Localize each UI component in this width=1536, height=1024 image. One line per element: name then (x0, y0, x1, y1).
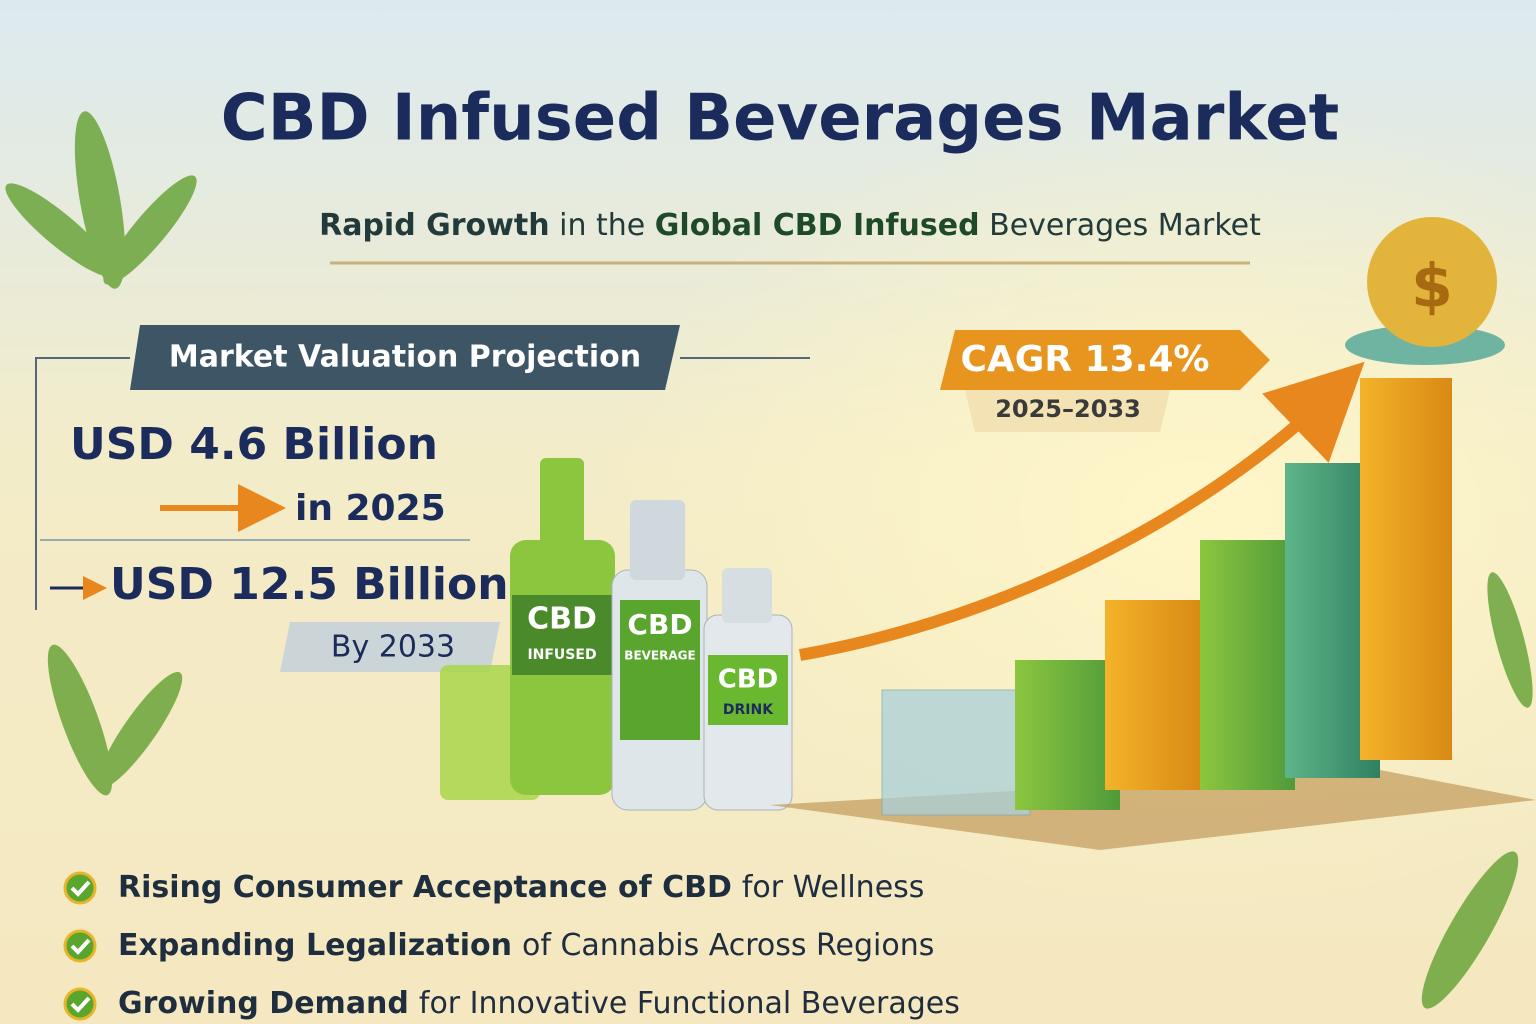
platform (770, 770, 1536, 850)
product-label: BEVERAGE (624, 649, 695, 663)
driver-highlight: Expanding Legalization (118, 928, 512, 963)
check-icon (63, 987, 97, 1021)
driver-highlight: Rising Consumer Acceptance of CBD (118, 870, 732, 905)
bottle-label (620, 600, 700, 740)
forecast-amount: USD 12.5 Billion (110, 559, 509, 610)
bar (1015, 660, 1120, 810)
valuation-heading: Market Valuation Projection (169, 340, 641, 375)
bottle-label (708, 655, 788, 725)
bottle-neck (722, 568, 772, 623)
check-icon (63, 929, 97, 963)
check-icon (63, 871, 97, 905)
driver-text: Rising Consumer Acceptance of CBD for Wel… (118, 870, 924, 905)
check-mark (70, 938, 91, 955)
bar (1360, 378, 1452, 760)
banner (130, 325, 680, 390)
subtitle-part: Rapid Growth (319, 208, 549, 243)
period-banner (965, 390, 1170, 432)
forecast-year: By 2033 (331, 630, 455, 665)
title: CBD Infused Beverages Market (221, 82, 1339, 156)
product-label: CBD (527, 602, 597, 637)
driver-rest: for Innovative Functional Beverages (419, 986, 960, 1021)
subtitle-part: Global CBD Infused (655, 208, 980, 243)
cagr-banner (940, 330, 1270, 390)
product-group: CBD INFUSED CBD BEVERAGE CBD DRINK (440, 458, 793, 811)
subtitle-part: in the (559, 208, 645, 243)
dollar-icon: $ (1411, 252, 1453, 322)
product-label: DRINK (723, 702, 774, 718)
bottle-neck (630, 500, 685, 580)
check-mark (70, 880, 91, 897)
current-year: in 2025 (295, 488, 446, 529)
cagr-label: CAGR 13.4% (961, 339, 1210, 380)
driver-highlight: Growing Demand (118, 986, 409, 1021)
product-label: CBD (718, 665, 778, 695)
capsule-box (881, 689, 1031, 816)
bracket (35, 357, 810, 610)
bottle-neck (540, 458, 584, 548)
leaf (5, 111, 1533, 1009)
bar (1105, 600, 1200, 790)
bar (1200, 540, 1295, 790)
subtitle-part: Beverages Market (989, 208, 1261, 243)
driver-rest: for Wellness (742, 870, 925, 905)
drivers: Rising Consumer Acceptance of CBD for Wel… (63, 870, 960, 1021)
driver-text: Growing Demand for Innovative Functional … (118, 986, 960, 1021)
driver-text: Expanding Legalization of Cannabis Across… (118, 928, 934, 963)
money-bag (1367, 217, 1497, 347)
current-amount: USD 4.6 Billion (70, 419, 438, 470)
subtitle: Rapid Growth in the Global CBD Infused B… (319, 208, 1261, 243)
driver-rest: of Cannabis Across Regions (522, 928, 934, 963)
bottle-label (512, 595, 613, 675)
cagr-period: 2025–2033 (995, 395, 1141, 423)
banner (280, 622, 500, 672)
growth-arrow (798, 361, 1365, 661)
check-mark (70, 996, 91, 1013)
product-label: INFUSED (527, 647, 596, 663)
product-label: CBD (627, 608, 692, 641)
